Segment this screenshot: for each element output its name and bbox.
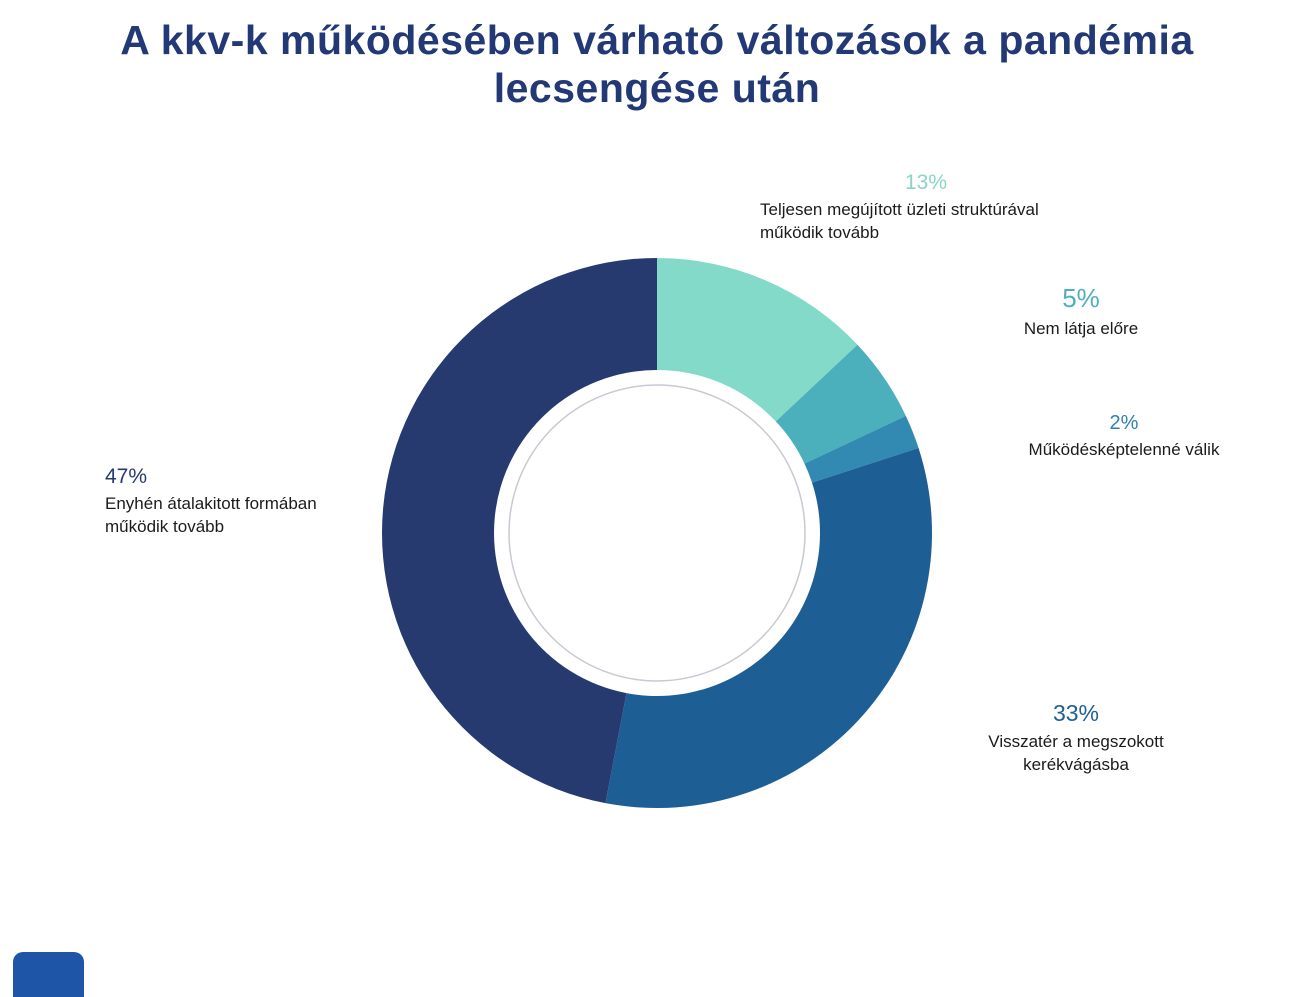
donut-segment-5% [775,344,906,464]
segment-description: Teljesen megújított üzleti struktúrával … [760,200,1039,242]
segment-description: Nem látja előre [1023,319,1139,338]
donut-segment-47% [381,258,657,804]
segment-description: Működésképtelenné válik [1028,440,1220,459]
page-title: A kkv-k működésében várható változások a… [0,16,1314,112]
donut-segment-13% [657,258,858,422]
segment-pct-value: 13% [904,171,948,194]
donut-inner-ring [508,384,806,682]
donut-segment-2% [804,415,919,483]
donut-segment-33% [605,448,932,809]
segment-label-2pct: 2% Működésképtelenné válik [1000,412,1248,461]
segment-label-33pct: 33% Visszatér a megszokott kerékvágásba [950,700,1202,776]
segment-label-13pct: 13% Teljesen megújított üzleti struktúrá… [760,171,1092,244]
segment-pct-value: 33% [1052,700,1100,726]
segment-description: Visszatér a megszokott kerékvágásba [988,732,1164,774]
segment-label-5pct: 5% Nem látja előre [953,283,1209,340]
page-title-line1: A kkv-k működésében várható változások a… [120,17,1194,63]
corner-logo-mark [13,952,84,997]
segment-description: Enyhén átalakitott formában működik tová… [105,494,317,536]
segment-pct-value: 47% [105,465,148,488]
segment-pct-value: 5% [1062,283,1100,313]
page-title-line2: lecsengése után [493,65,821,111]
segment-pct-value: 2% [1109,412,1139,434]
segment-label-47pct: 47% Enyhén átalakitott formában működik … [105,465,395,538]
